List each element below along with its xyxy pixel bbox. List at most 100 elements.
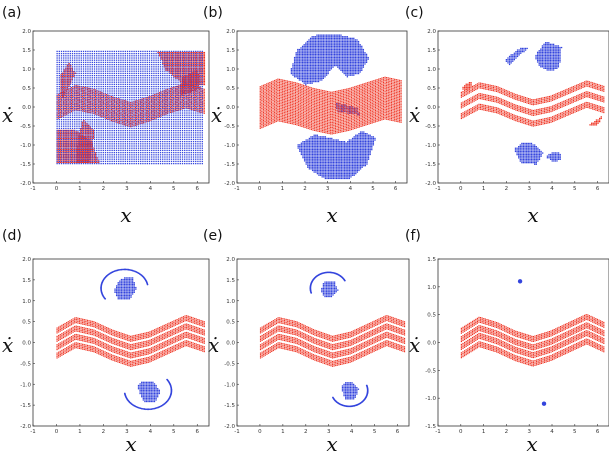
data-point [89,90,91,92]
data-point [118,105,120,108]
data-point [139,108,141,110]
data-point [60,87,62,89]
data-point [58,114,60,116]
data-point [111,145,113,147]
data-point [80,156,82,158]
data-point [115,85,118,88]
data-point [66,103,68,106]
data-point [141,122,143,124]
data-point [100,70,102,72]
data-point [98,85,100,88]
data-point [131,107,133,110]
data-point [80,50,82,53]
data-point [133,68,135,70]
data-point [69,127,71,130]
data-point [87,74,89,77]
data-point [111,156,113,158]
data-point [192,63,194,65]
data-point [69,52,71,55]
data-point [176,69,178,71]
data-point [184,107,186,109]
data-point [104,59,107,61]
data-point [142,109,145,111]
data-point [89,110,91,112]
data-point [106,118,108,120]
data-point [78,104,81,107]
data-point [102,107,105,109]
data-point [74,83,76,86]
data-point [134,111,137,114]
data-point [113,151,115,154]
x-axis-label-e: x [326,432,337,456]
data-point [196,77,198,79]
panel-label-b: (b) [203,5,223,21]
data-point [60,79,63,81]
data-point [142,104,145,106]
data-point [110,108,113,111]
data-point [65,52,67,55]
data-point [84,137,87,139]
data-point [71,145,74,147]
data-point [133,57,135,59]
data-point [140,107,142,110]
data-point [128,119,130,121]
data-point [87,118,89,121]
data-point [101,114,103,116]
data-point [137,154,140,156]
data-point [152,107,154,109]
data-point [150,100,153,102]
data-point [122,96,124,99]
data-point [187,56,190,58]
data-point [182,106,185,108]
data-point [131,79,133,81]
data-point [171,55,174,57]
data-point [58,112,60,115]
data-point [91,98,93,100]
data-point [87,101,89,103]
data-point [74,92,76,94]
data-point [135,154,137,156]
data-point [100,132,102,134]
data-point [186,91,188,93]
data-point [183,85,185,87]
data-point [81,139,83,141]
data-point [88,140,90,143]
data-point [194,90,196,92]
data-point [120,50,122,53]
data-point [69,133,71,135]
data-point [203,103,205,105]
data-point [120,149,122,152]
data-point [118,101,121,103]
data-point [100,96,102,99]
data-point [133,70,135,72]
data-point [89,116,91,119]
data-point [102,154,104,156]
data-point [63,154,65,156]
data-point [194,103,196,105]
data-point [56,107,58,109]
data-point [187,72,190,74]
data-point [126,127,129,130]
data-point [65,121,67,123]
data-point [118,77,120,79]
data-point [86,142,88,144]
data-point [113,140,115,143]
data-point [109,77,111,79]
data-point [160,51,162,54]
data-point [104,103,107,105]
data-point [118,119,121,121]
data-point [133,83,135,86]
data-point [58,66,60,68]
data-point [67,94,69,97]
data-point [178,93,180,95]
data-point [114,100,116,102]
data-point [189,66,191,68]
data-point [68,77,70,79]
data-point [124,81,126,83]
data-point [93,98,95,100]
data-point [133,74,135,77]
data-point [80,101,82,103]
data-point [165,56,167,58]
data-point [111,138,113,141]
data-point [134,102,137,104]
